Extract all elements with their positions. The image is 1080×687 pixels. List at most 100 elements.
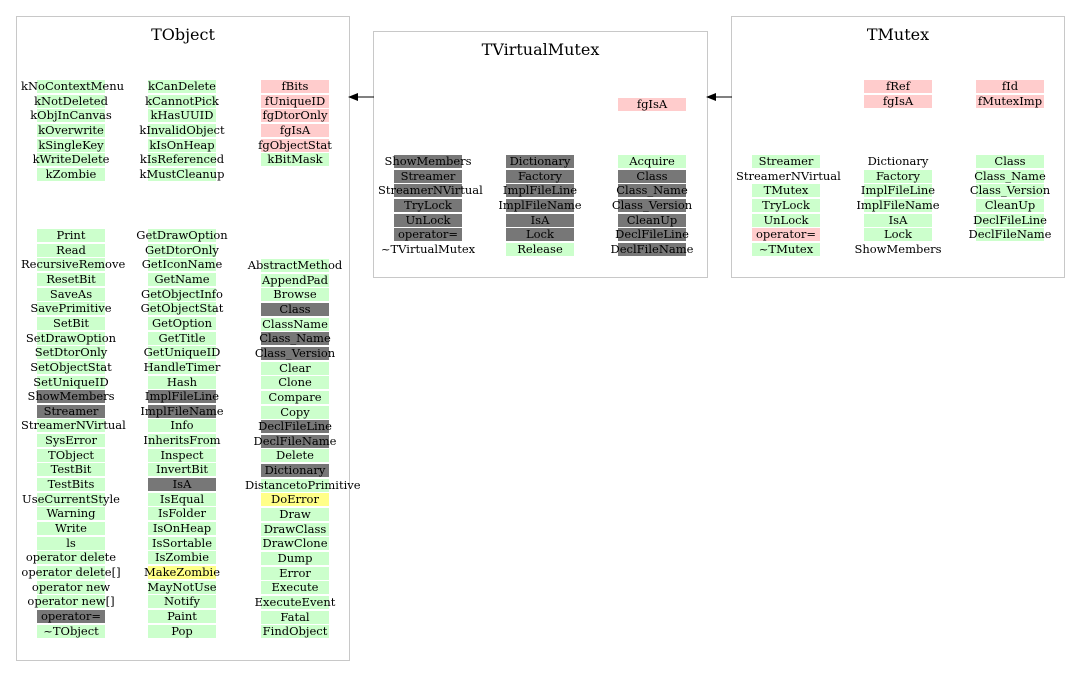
member-background [37, 243, 105, 257]
member-label: fId [960, 80, 1060, 93]
member-background [976, 80, 1044, 93]
member-background [261, 123, 329, 137]
member-background [148, 419, 216, 433]
member-label: kCannotPick [132, 94, 232, 108]
member-label: Inspect [132, 448, 232, 462]
member-name: ShowMembers [27, 389, 115, 404]
member-name: ClassName [262, 316, 328, 331]
member-background [37, 624, 105, 638]
member-label: Notify [132, 595, 232, 609]
member-name: GetOption [151, 315, 213, 330]
member-label: Release [490, 242, 590, 256]
member-label: operator= [378, 228, 478, 242]
member-name: Read [56, 242, 86, 257]
member-label: ShowMembers [21, 389, 121, 404]
member-background [752, 242, 820, 256]
member-label: ShowMembers [848, 242, 948, 256]
member-name: Acquire [629, 154, 675, 168]
member-label: ResetBit [21, 272, 121, 286]
member-background [261, 361, 329, 375]
member-background [976, 169, 1044, 183]
member-name: kInvalidObject [139, 122, 225, 137]
member-label: fgDtorOnly [245, 109, 345, 123]
member-name: fMutexImp [977, 93, 1043, 108]
member-label: DeclFileName [245, 434, 345, 448]
member-background [261, 109, 329, 123]
member-background [976, 184, 1044, 198]
member-label: UnLock [736, 213, 836, 227]
member-name: SetDrawOption [25, 330, 117, 345]
member-label: Info [132, 419, 232, 433]
member-name: TryLock [404, 197, 452, 212]
member-label: IsFolder [132, 506, 232, 521]
member-name: Draw [279, 507, 311, 522]
member-name: ~TVirtualMutex [380, 241, 476, 256]
member-name: kIsOnHeap [149, 137, 215, 152]
class-title-tvirtualmutex: TVirtualMutex [481, 40, 600, 59]
member-background [261, 288, 329, 302]
member-background [261, 153, 329, 167]
member-label: Read [21, 242, 121, 257]
member-background [148, 243, 216, 257]
member-name: Class_Version [254, 345, 336, 360]
member-label: UseCurrentStyle [21, 492, 121, 506]
member-label: Compare [245, 390, 345, 404]
member-label: Class [602, 168, 702, 183]
member-label: IsA [490, 213, 590, 227]
member-name: FindObject [262, 624, 328, 639]
member-label: DeclFileName [602, 242, 702, 256]
member-label: kHasUUID [132, 109, 232, 123]
member-name: Class_Version [611, 197, 693, 212]
member-background [261, 522, 329, 536]
member-label: kNotDeleted [21, 94, 121, 108]
member-label: kOverwrite [21, 122, 121, 137]
member-background [261, 508, 329, 522]
member-name: SetDtorOnly [34, 345, 108, 360]
member-label: Factory [848, 169, 948, 183]
member-label: fBits [245, 80, 345, 93]
member-background [37, 331, 105, 345]
member-name: ImplFileLine [502, 183, 578, 198]
member-background [261, 273, 329, 287]
member-name: fId [1001, 79, 1019, 93]
member-name: Clear [279, 360, 311, 375]
member-label: UnLock [378, 213, 478, 227]
member-label: GetObjectStat [132, 302, 232, 316]
member-background [37, 346, 105, 360]
member-background [394, 228, 462, 242]
member-background [148, 346, 216, 360]
member-label: IsSortable [132, 536, 232, 550]
member-background [148, 258, 216, 272]
member-label: SetDtorOnly [21, 345, 121, 360]
member-label: Lock [848, 228, 948, 242]
member-name: AbstractMethod [247, 258, 343, 272]
member-background [618, 228, 686, 242]
member-background [37, 551, 105, 565]
member-label: StreamerNVirtual [736, 169, 841, 183]
member-name: Dictionary [867, 154, 929, 168]
member-name: IsFolder [157, 506, 207, 521]
member-label: ClassName [245, 316, 345, 331]
member-name: IsA [888, 212, 908, 227]
member-name: kZombie [45, 166, 97, 181]
member-name: TestBit [50, 462, 92, 477]
member-background [618, 213, 686, 227]
member-background [261, 478, 329, 492]
member-background [37, 123, 105, 137]
member-label: Execute [245, 581, 345, 595]
member-label: SetDrawOption [21, 330, 121, 345]
member-background [148, 390, 216, 404]
member-name: kOverwrite [38, 122, 104, 137]
member-label: kMustCleanup [132, 167, 232, 181]
class-title-tmutex: TMutex [866, 25, 930, 44]
member-background [261, 420, 329, 434]
member-background [148, 404, 216, 418]
member-label: GetDtorOnly [132, 243, 232, 257]
member-label: Class_Name [602, 184, 702, 198]
member-background [37, 229, 105, 242]
member-name: GetTitle [158, 330, 206, 345]
member-label: MayNotUse [132, 580, 232, 594]
member-name: fgObjectStat [258, 137, 332, 152]
member-label: InheritsFrom [132, 434, 232, 448]
member-name: Class [636, 168, 668, 183]
